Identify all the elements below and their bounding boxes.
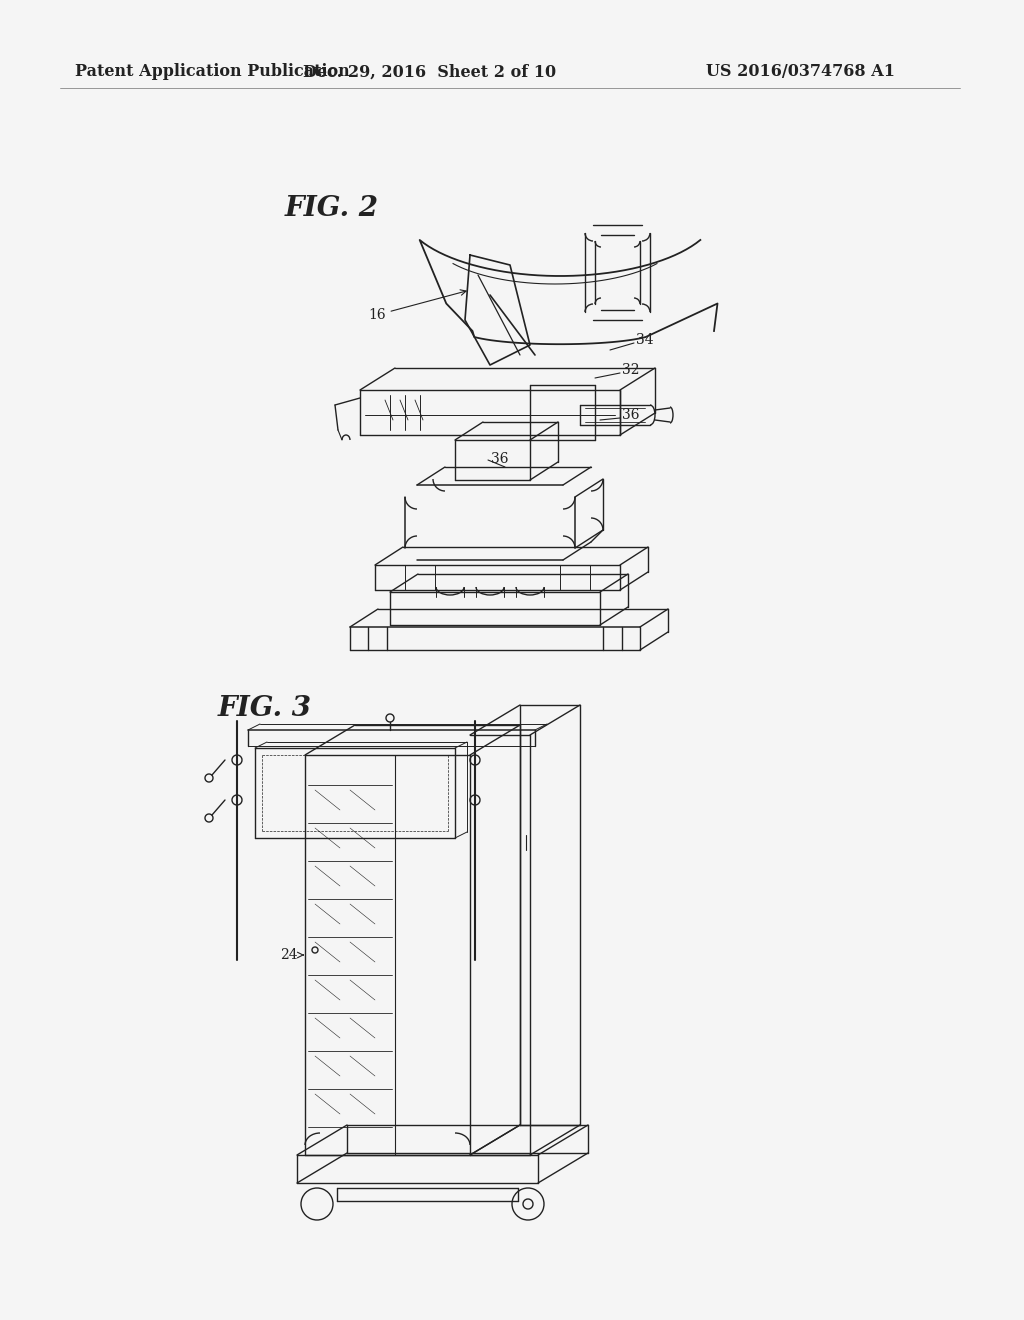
Text: 34: 34 xyxy=(636,333,653,347)
Text: FIG. 2: FIG. 2 xyxy=(285,195,379,222)
Text: US 2016/0374768 A1: US 2016/0374768 A1 xyxy=(706,63,895,81)
Text: 36: 36 xyxy=(492,451,509,466)
Text: 24: 24 xyxy=(280,948,303,962)
Text: FIG. 3: FIG. 3 xyxy=(218,696,312,722)
Text: 36: 36 xyxy=(622,408,640,422)
Text: 16: 16 xyxy=(368,290,466,322)
Text: Dec. 29, 2016  Sheet 2 of 10: Dec. 29, 2016 Sheet 2 of 10 xyxy=(303,63,557,81)
Text: Patent Application Publication: Patent Application Publication xyxy=(75,63,350,81)
Text: 32: 32 xyxy=(622,363,640,378)
